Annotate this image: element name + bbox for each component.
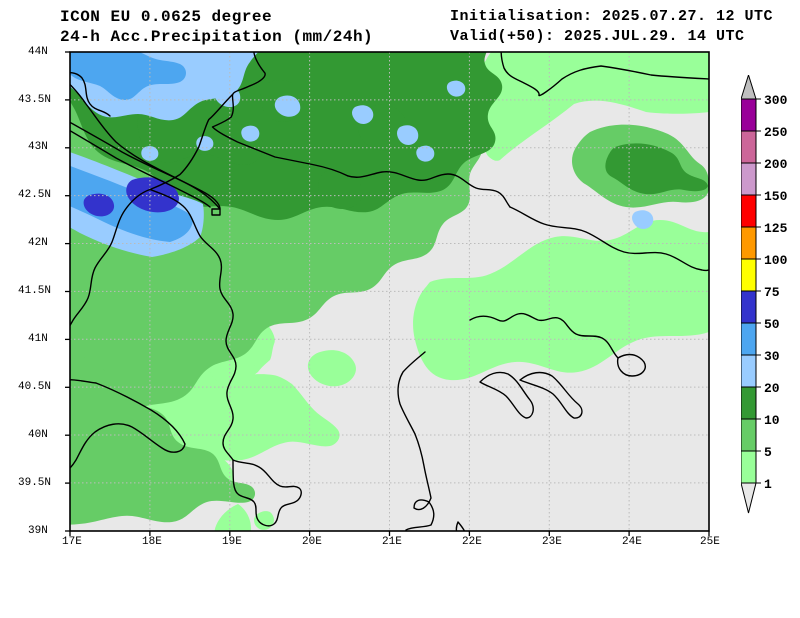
svg-text:125: 125 <box>764 221 788 236</box>
svg-text:250: 250 <box>764 125 788 140</box>
svg-text:10: 10 <box>764 413 780 428</box>
svg-text:100: 100 <box>764 253 788 268</box>
svg-text:1: 1 <box>764 477 772 492</box>
svg-text:75: 75 <box>764 285 780 300</box>
svg-text:50: 50 <box>764 317 780 332</box>
svg-text:300: 300 <box>764 93 788 108</box>
svg-text:5: 5 <box>764 445 772 460</box>
svg-text:200: 200 <box>764 157 788 172</box>
svg-text:30: 30 <box>764 349 780 364</box>
svg-text:150: 150 <box>764 189 788 204</box>
svg-text:20: 20 <box>764 381 780 396</box>
